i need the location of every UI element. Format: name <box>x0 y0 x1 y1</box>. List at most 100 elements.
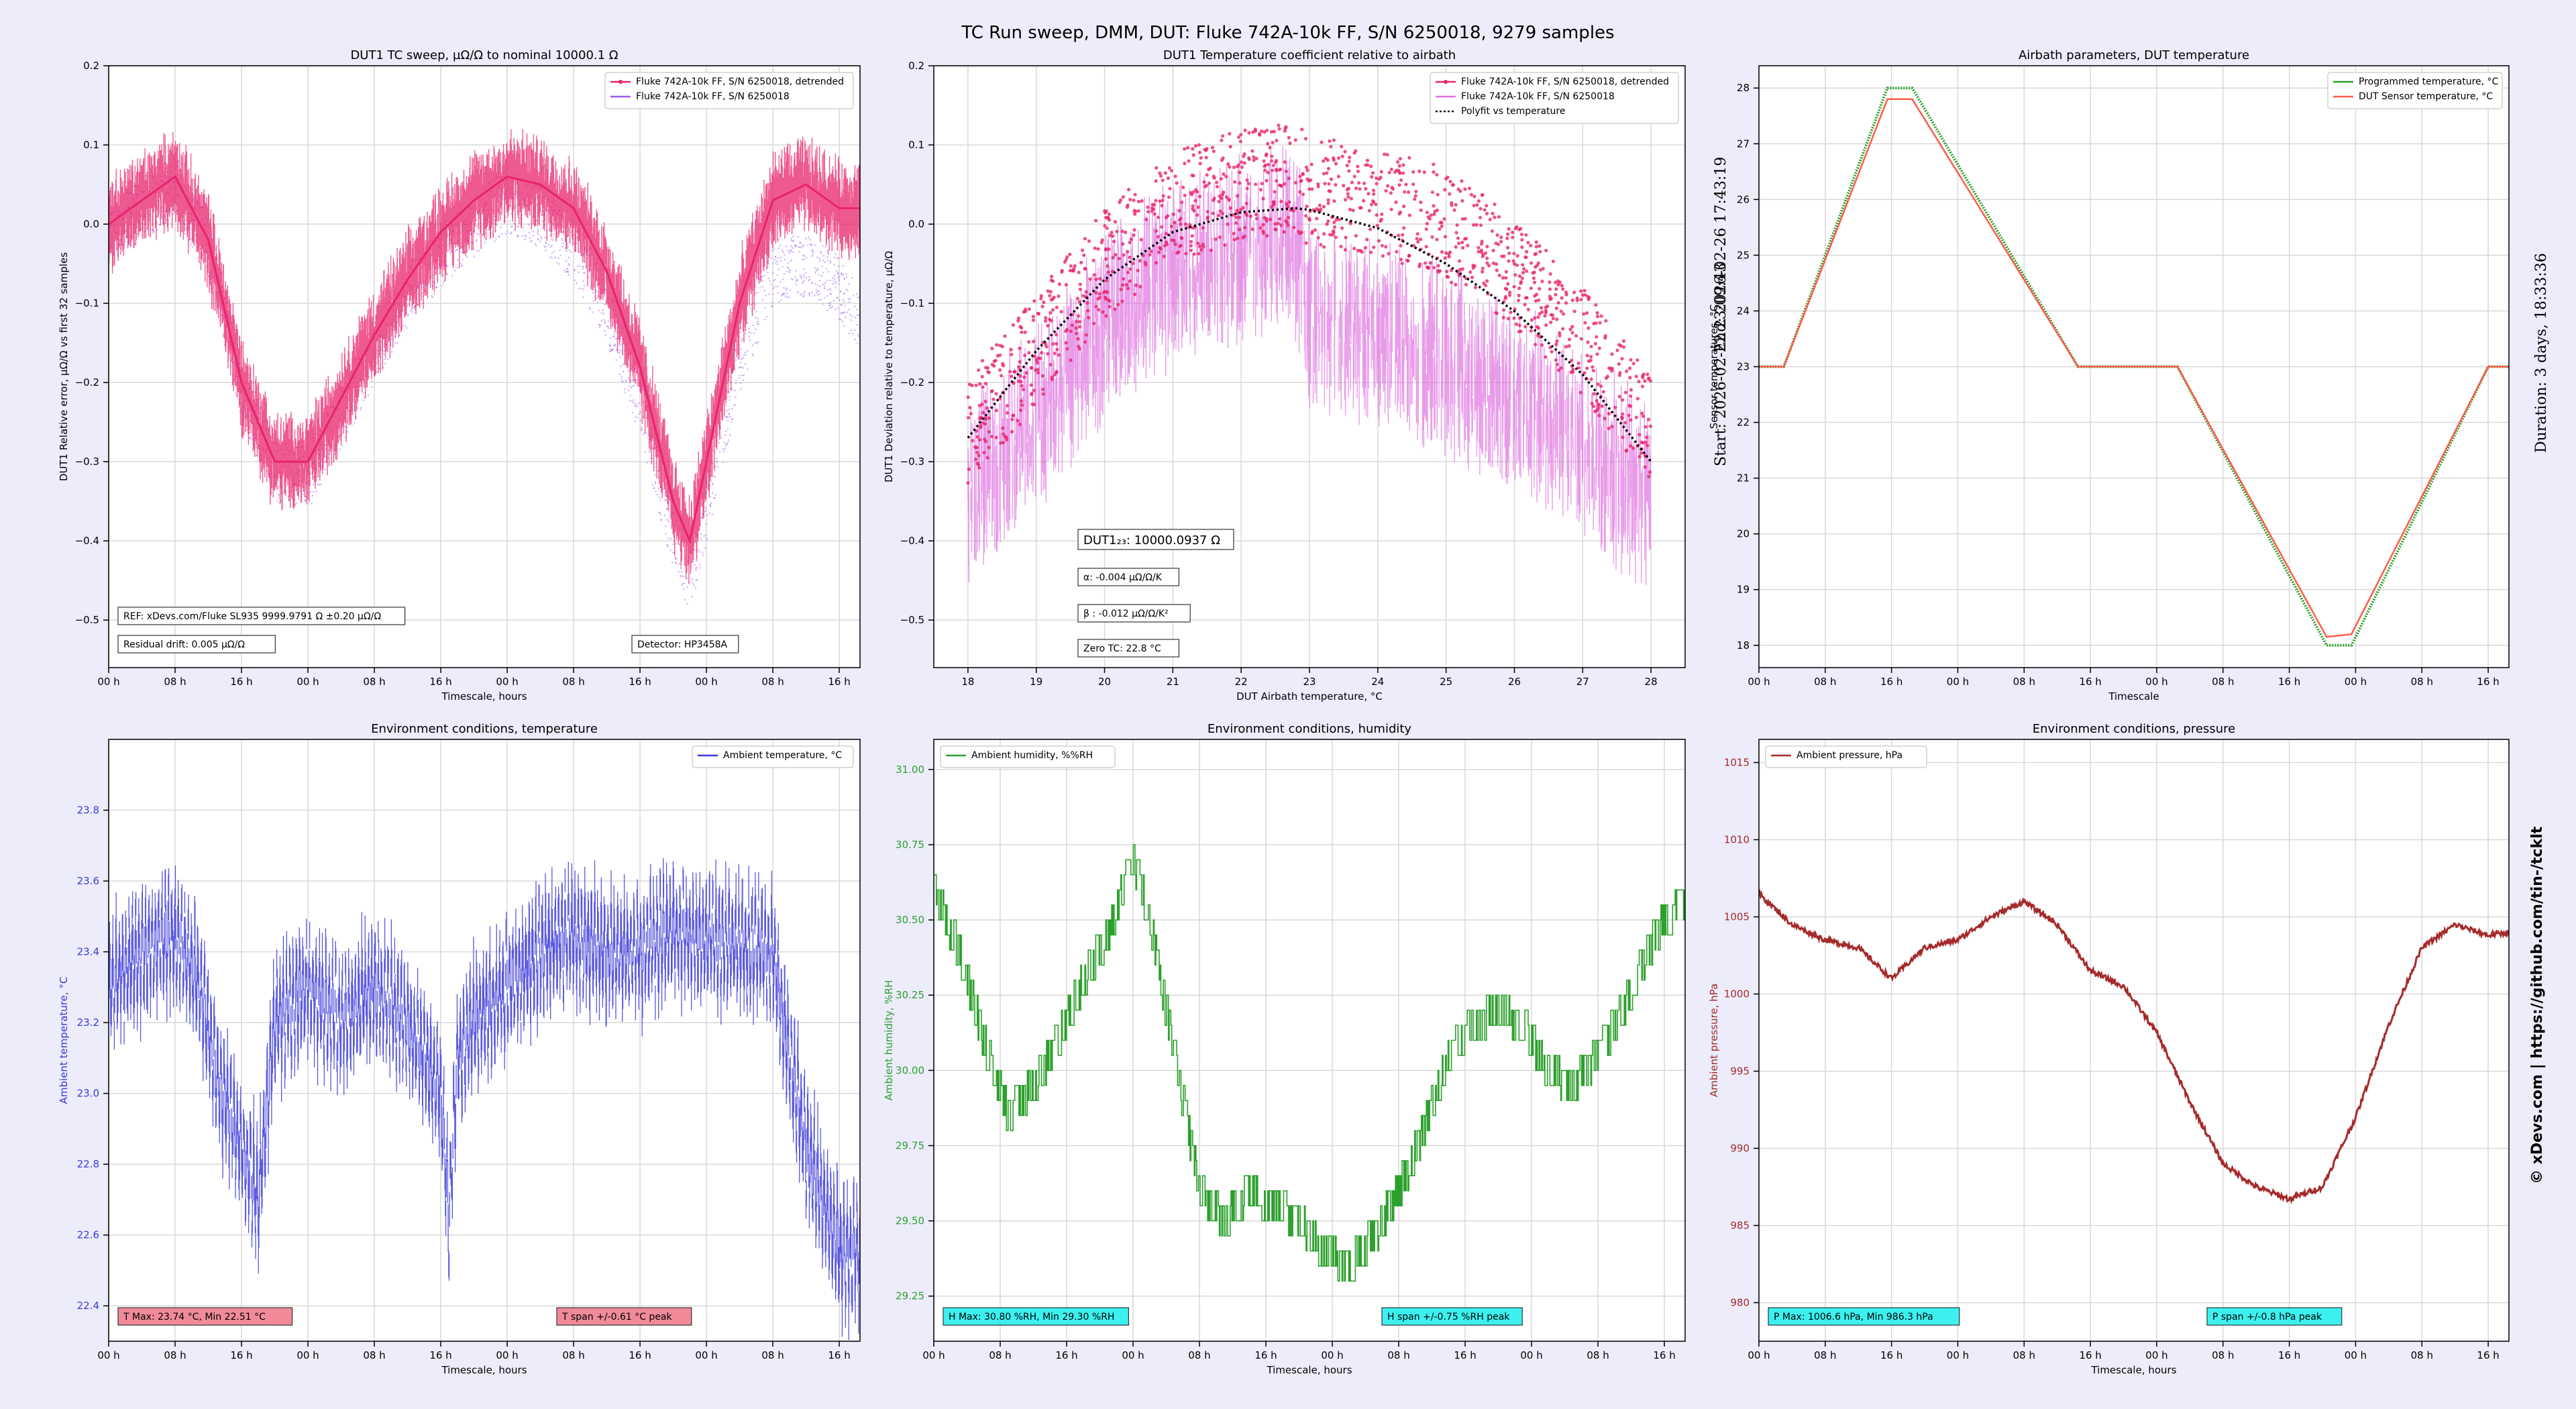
raw-point <box>457 259 459 261</box>
tc-detrended-point <box>1444 270 1449 274</box>
tc-detrended-point <box>1163 244 1167 248</box>
tc-detrended-point <box>1646 372 1650 376</box>
raw-point <box>844 305 846 307</box>
tc-detrended-point <box>1535 264 1540 268</box>
raw-point <box>780 260 782 262</box>
raw-point <box>604 322 606 324</box>
raw-point <box>837 307 839 309</box>
y-tick-label: 23.6 <box>77 875 99 887</box>
tc-detrended-point <box>1621 412 1625 416</box>
tc-detrended-point <box>1277 217 1282 221</box>
tc-detrended-point <box>1637 379 1641 384</box>
tc-detrended-point <box>1411 244 1416 248</box>
raw-point <box>199 248 201 250</box>
raw-point <box>787 250 789 252</box>
raw-point <box>544 237 546 239</box>
raw-point <box>558 263 560 265</box>
raw-point <box>709 484 711 486</box>
tc-detrended-point <box>1604 319 1608 323</box>
raw-point <box>841 274 843 276</box>
raw-point <box>522 227 524 229</box>
tc-detrended-point <box>1087 239 1091 244</box>
tc-detrended-point <box>1621 345 1626 349</box>
raw-point <box>812 251 814 253</box>
y-tick-label: 23.0 <box>77 1088 99 1100</box>
raw-point <box>792 240 794 242</box>
tc-detrended-point <box>1646 377 1651 381</box>
tc-detrended-point <box>1343 150 1347 154</box>
tc-detrended-point <box>1084 333 1088 337</box>
tc-detrended-point <box>1495 268 1499 272</box>
tc-detrended-point <box>1132 198 1136 203</box>
raw-point <box>690 581 692 583</box>
raw-point <box>657 470 659 472</box>
raw-point <box>857 335 859 337</box>
tc-detrended-point <box>1136 209 1140 213</box>
y-tick-label: −0.4 <box>75 535 99 547</box>
y-tick-label: −0.1 <box>75 297 99 309</box>
raw-point <box>655 490 657 492</box>
tc-detrended-point <box>977 382 982 386</box>
tc-detrended-point <box>1372 192 1376 196</box>
tc-detrended-point <box>1399 258 1403 262</box>
tc-detrended-point <box>1624 448 1629 452</box>
y-axis-label: Ambient temperature, °C <box>58 977 70 1104</box>
raw-point <box>415 305 417 307</box>
raw-point <box>457 267 459 269</box>
tc-detrended-point <box>1400 262 1404 266</box>
tc-detrended-point <box>1517 323 1521 327</box>
raw-point <box>738 366 740 368</box>
x-tick-label: 00 h <box>2145 1349 2167 1361</box>
raw-point <box>411 309 413 311</box>
tc-detrended-point <box>1600 404 1604 408</box>
tc-detrended-point <box>1173 174 1177 178</box>
tc-detrended-point <box>1404 182 1408 187</box>
tc-detrended-point <box>1603 417 1607 421</box>
raw-point <box>443 274 445 276</box>
raw-point <box>843 293 845 295</box>
tc-detrended-point <box>1113 219 1117 224</box>
tc-detrended-point <box>1446 175 1450 179</box>
tc-detrended-point <box>1279 223 1283 227</box>
raw-point <box>402 325 404 327</box>
x-axis-label: Timescale, hours <box>441 690 527 702</box>
tc-detrended-point <box>1517 286 1521 291</box>
raw-point <box>621 376 623 378</box>
raw-point <box>774 259 776 261</box>
tc-detrended-point <box>1240 165 1244 169</box>
tc-detrended-point <box>1092 321 1096 325</box>
raw-point <box>638 402 640 404</box>
raw-point <box>732 372 734 374</box>
raw-point <box>376 356 378 358</box>
raw-point <box>757 292 759 294</box>
tc-detrended-point <box>1504 270 1508 274</box>
raw-point <box>836 297 838 299</box>
tc-detrended-point <box>1627 413 1631 417</box>
raw-point <box>635 405 637 407</box>
tc-detrended-point <box>1234 215 1238 219</box>
raw-point <box>461 251 463 253</box>
raw-point <box>759 286 761 289</box>
raw-point <box>771 250 773 252</box>
raw-point <box>561 238 563 240</box>
tc-detrended-point <box>1019 408 1023 413</box>
tc-detrended-point <box>1640 451 1644 455</box>
raw-point <box>140 223 142 225</box>
tc-detrended-point <box>1413 197 1417 201</box>
x-tick-label: 16 h <box>2477 1349 2499 1361</box>
tc-detrended-point <box>1620 398 1625 402</box>
raw-point <box>295 503 297 505</box>
tc-detrended-point <box>1430 235 1434 239</box>
raw-point <box>788 269 790 271</box>
tc-detrended-point <box>1059 309 1063 314</box>
x-tick-label: 25 <box>1440 676 1452 688</box>
tc-detrended-point <box>1627 403 1631 408</box>
tc-detrended-point <box>1160 203 1164 208</box>
tc-detrended-point <box>998 353 1002 357</box>
raw-point <box>795 270 797 272</box>
tc-detrended-point <box>1534 245 1538 249</box>
plot-marks <box>934 844 1685 1282</box>
raw-point <box>239 410 241 412</box>
tc-detrended-point <box>1205 173 1209 177</box>
raw-point <box>811 244 813 246</box>
